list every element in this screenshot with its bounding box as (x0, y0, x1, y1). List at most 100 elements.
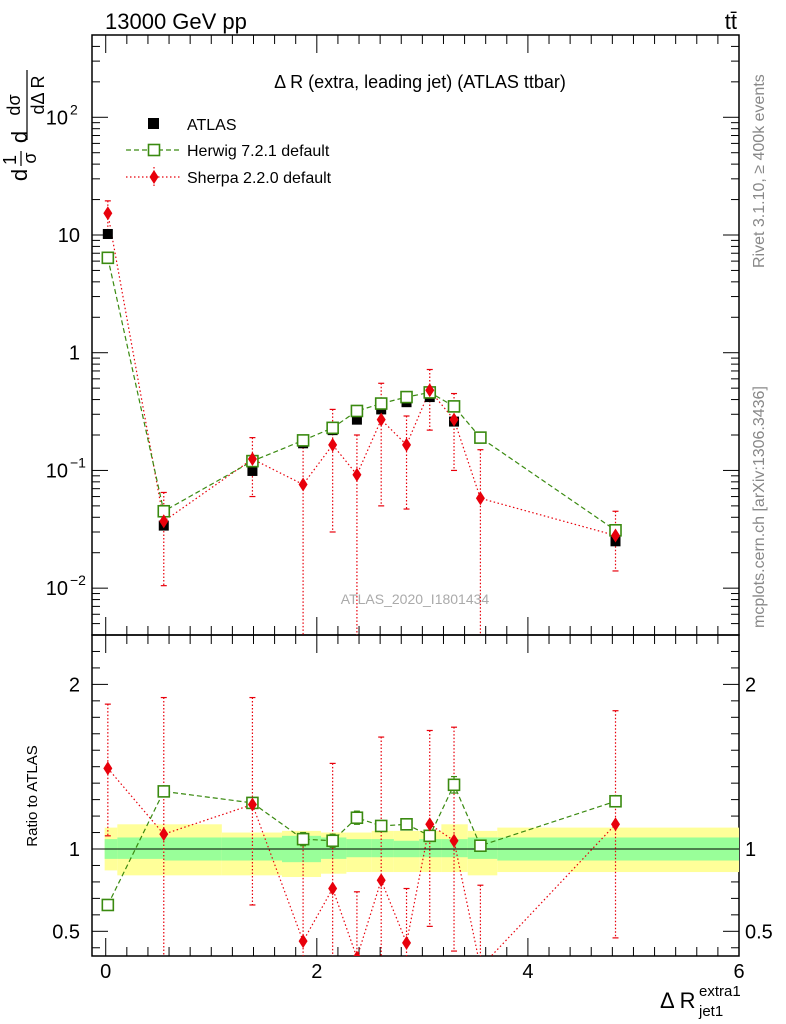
herwig-ratio-point (400, 818, 413, 831)
sherpa-point (425, 383, 435, 398)
herwig-ratio-point (374, 819, 388, 833)
legend-label-herwig: Herwig 7.2.1 default (187, 143, 330, 160)
sherpa-ratio-point (159, 827, 169, 842)
band-inner-segment (117, 837, 164, 859)
ratio-y-tick-label-right: 0.5 (745, 921, 773, 943)
sherpa-point (352, 467, 362, 482)
sherpa-point (475, 491, 485, 506)
sherpa-point (298, 477, 308, 492)
atlas-data-point (102, 228, 113, 239)
herwig-ratio-point (326, 834, 339, 848)
legend: ATLAS Herwig 7.2.1 default Sherpa 2.2.0 de… (126, 117, 332, 187)
herwig-point (326, 421, 339, 435)
sherpa-point (402, 437, 412, 452)
herwig-point (374, 397, 388, 410)
svg-text:extra1: extra1 (699, 983, 741, 1000)
sherpa-point (247, 452, 257, 467)
herwig-ratio-line (107, 783, 616, 906)
sherpa-ratio-point (476, 961, 485, 975)
main-chart-title: Δ R (extra, leading jet) (ATLAS ttbar) (274, 72, 566, 92)
ratio-panel-frame (91, 634, 740, 957)
atlas-data-point (247, 465, 258, 476)
analysis-watermark: ATLAS_2020_I1801434 (341, 591, 490, 607)
rivet-version-label: Rivet 3.1.10, ≥ 400k events (751, 74, 768, 268)
y-tick-label: 10 (46, 107, 68, 129)
legend-sherpa-marker (149, 170, 159, 184)
uncertainty-band (92, 824, 739, 877)
ratio-y-tick-label: 2 (69, 674, 80, 696)
svg-text:jet1: jet1 (698, 1003, 723, 1020)
ratio-y-tick-label: 0.5 (52, 921, 80, 943)
herwig-ratio-point (350, 811, 364, 825)
band-inner-segment (371, 839, 394, 858)
ratio-y-tick-label-right: 2 (745, 674, 756, 696)
svg-text:1: 1 (0, 155, 20, 165)
y-tick-label-exponent: −2 (70, 572, 86, 588)
ratio-y-tick-label-right: 1 (745, 839, 756, 861)
herwig-point (447, 400, 461, 413)
ratio-axis-ticks: 0.5 0.5 1 1 2 2 0 2 4 6 (52, 635, 773, 983)
mcplots-credit-label: mcplots.cern.ch [arXiv:1306.3436] (751, 386, 768, 628)
x-tick-label: 0 (100, 961, 111, 983)
svg-text:Δ R: Δ R (660, 988, 695, 1013)
herwig-ratio-point (157, 785, 171, 798)
legend-atlas-marker (148, 118, 159, 129)
ratio-y-axis-title: Ratio to ATLAS (24, 745, 41, 846)
sherpa-line (107, 213, 616, 537)
ratio-plot-marks (101, 696, 622, 975)
sherpa-ratio-point (103, 761, 113, 776)
sherpa-point (611, 528, 621, 543)
y-tick-label-exponent: 2 (70, 101, 78, 117)
legend-label-atlas: ATLAS (187, 117, 237, 134)
sherpa-ratio-point (402, 935, 412, 950)
sherpa-point (376, 412, 386, 427)
x-tick-label: 6 (733, 961, 744, 983)
sherpa-ratio-point (328, 881, 338, 896)
svg-text:σ: σ (20, 152, 40, 163)
herwig-point (474, 431, 487, 444)
svg-text:d: d (7, 169, 32, 181)
sherpa-ratio-point (376, 873, 386, 888)
herwig-ratio-point (609, 794, 622, 808)
x-tick-label: 2 (311, 961, 322, 983)
svg-text:dΔ R: dΔ R (28, 75, 48, 114)
x-tick-label: 4 (522, 961, 533, 983)
svg-text:d: d (7, 131, 32, 143)
herwig-point (350, 404, 364, 418)
sherpa-ratio-point (449, 833, 459, 848)
y-axis-title: d 1 σ d dσ dΔ R (0, 70, 48, 181)
svg-text:dσ: dσ (4, 94, 24, 115)
ratio-y-tick-label: 1 (69, 839, 80, 861)
y-tick-label: 10 (58, 225, 80, 247)
sherpa-point (103, 206, 113, 221)
sherpa-ratio-line (107, 767, 616, 956)
sherpa-ratio-point (247, 797, 257, 812)
herwig-ratio-point (296, 832, 310, 846)
sherpa-ratio-point (298, 934, 308, 949)
sherpa-point (159, 514, 169, 529)
herwig-ratio-point (474, 839, 487, 853)
process-label: tt̄ (725, 9, 737, 34)
herwig-point (400, 390, 413, 404)
band-inner-segment (419, 839, 442, 858)
sherpa-point (328, 437, 338, 452)
y-tick-label: 10 (46, 460, 68, 482)
herwig-point (101, 251, 115, 265)
collision-energy-label: 13000 GeV pp (105, 9, 247, 34)
herwig-ratio-point (423, 829, 437, 843)
sherpa-ratio-point (353, 950, 361, 956)
x-axis-title: Δ R extra1 jet1 (660, 983, 741, 1020)
herwig-ratio-point (101, 898, 115, 912)
herwig-point (296, 434, 310, 447)
herwig-line (107, 257, 616, 531)
band-inner-segment (441, 839, 468, 858)
y-tick-label-exponent: −1 (70, 454, 86, 470)
legend-label-sherpa: Sherpa 2.2.0 default (187, 170, 332, 187)
y-tick-label: 1 (69, 343, 80, 365)
atlas-data-point (351, 414, 362, 425)
sherpa-point (449, 412, 459, 427)
herwig-ratio-point (447, 778, 461, 792)
sherpa-ratio-point (611, 817, 621, 832)
